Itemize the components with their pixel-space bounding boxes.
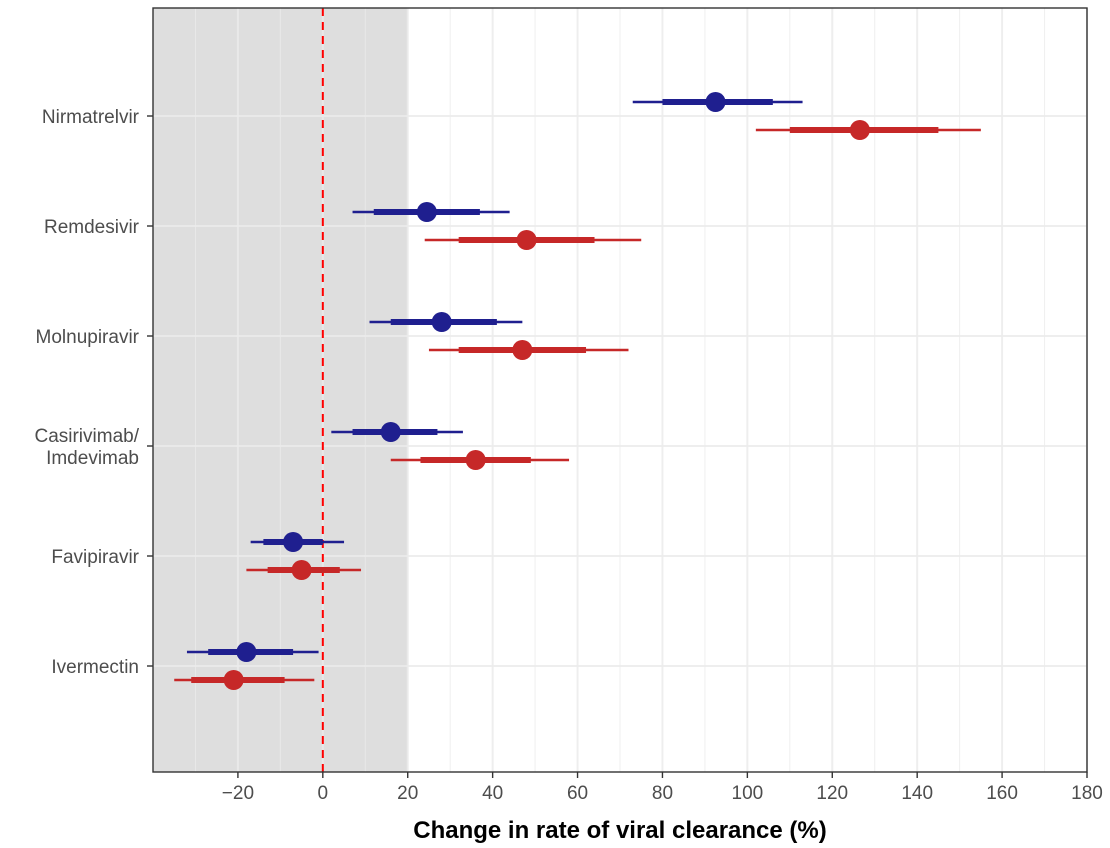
x-tick-label: 60: [567, 783, 588, 804]
estimate-point: [416, 202, 437, 222]
estimate-point: [512, 340, 533, 360]
x-tick-label: 120: [816, 783, 848, 804]
y-tick-label: Favipiravir: [51, 547, 139, 568]
estimate-point: [291, 560, 312, 580]
x-axis-title: Change in rate of viral clearance (%): [413, 817, 826, 844]
x-tick-label: 40: [482, 783, 503, 804]
y-tick-label-line: Ivermectin: [51, 657, 139, 678]
y-tick-label: Remdesivir: [44, 217, 140, 238]
y-tick-label-line: Imdevimab: [46, 448, 139, 469]
estimate-point: [236, 642, 257, 662]
estimate-point: [223, 670, 244, 690]
y-tick-label-line: Casirivimab/: [34, 426, 139, 447]
x-tick-label: 20: [397, 783, 418, 804]
x-tick-label: 160: [986, 783, 1018, 804]
x-tick-label: −20: [222, 783, 254, 804]
y-tick-label-line: Remdesivir: [44, 217, 140, 238]
panel-border: [152, 7, 1088, 773]
y-tick-label-line: Nirmatrelvir: [42, 107, 140, 128]
y-tick-label: Ivermectin: [51, 657, 139, 678]
y-tick-label-line: Molnupiravir: [36, 327, 140, 348]
x-tick-label: 0: [318, 783, 329, 804]
estimate-point: [465, 450, 486, 470]
estimate-point: [380, 422, 401, 442]
y-tick-label: Molnupiravir: [36, 327, 140, 348]
estimate-point: [849, 120, 870, 140]
estimate-point: [431, 312, 452, 332]
estimate-point: [283, 532, 304, 552]
estimate-point: [705, 92, 726, 112]
x-tick-label: 140: [901, 783, 933, 804]
y-tick-label: Nirmatrelvir: [42, 107, 140, 128]
data-layer: [174, 92, 981, 690]
x-tick-label: 180: [1071, 783, 1103, 804]
axes-layer: −20 0 20 40 60 80 100 120 140 160 180 Nirmatrelvir R…: [34, 107, 1102, 804]
y-tick-label-line: Favipiravir: [51, 547, 139, 568]
x-tick-label: 100: [732, 783, 764, 804]
x-tick-label: 80: [652, 783, 673, 804]
y-tick-label: Casirivimab/Imdevimab: [34, 426, 139, 469]
estimate-point: [516, 230, 537, 250]
